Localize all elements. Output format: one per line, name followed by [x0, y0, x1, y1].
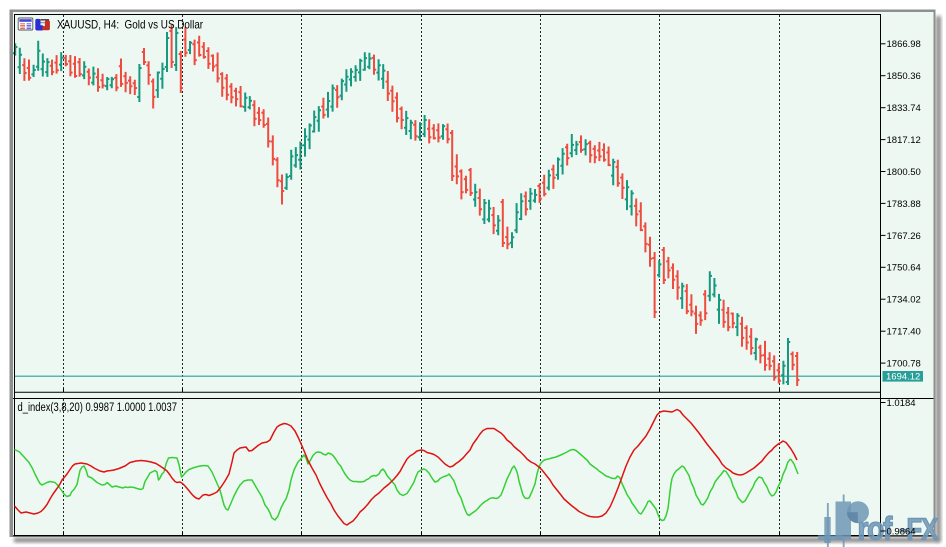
svg-text:1866.98: 1866.98: [887, 39, 921, 50]
svg-text:1717.40: 1717.40: [887, 327, 921, 338]
svg-text:1734.02: 1734.02: [887, 295, 921, 306]
svg-text:1833.74: 1833.74: [887, 103, 921, 114]
svg-text:1800.50: 1800.50: [887, 167, 921, 178]
svg-text:1850.36: 1850.36: [887, 71, 921, 82]
svg-text:1694.12: 1694.12: [886, 372, 920, 383]
svg-text:1.0184: 1.0184: [887, 398, 916, 409]
svg-text:1783.88: 1783.88: [887, 199, 921, 210]
svg-text:1767.26: 1767.26: [887, 231, 921, 242]
svg-text:0.9864: 0.9864: [887, 526, 916, 537]
svg-text:XAUUSD, H4: Gold vs US Dollar: XAUUSD, H4: Gold vs US Dollar: [57, 19, 203, 32]
svg-text:1700.78: 1700.78: [887, 359, 921, 370]
svg-text:1817.12: 1817.12: [887, 135, 921, 146]
svg-text:1750.64: 1750.64: [887, 263, 921, 274]
svg-text:rof: rof: [858, 512, 894, 547]
svg-text:d_index(3,8,20) 0.9987 1.0000: d_index(3,8,20) 0.9987 1.0000 1.0037: [18, 401, 177, 414]
svg-text:FX: FX: [907, 512, 939, 547]
